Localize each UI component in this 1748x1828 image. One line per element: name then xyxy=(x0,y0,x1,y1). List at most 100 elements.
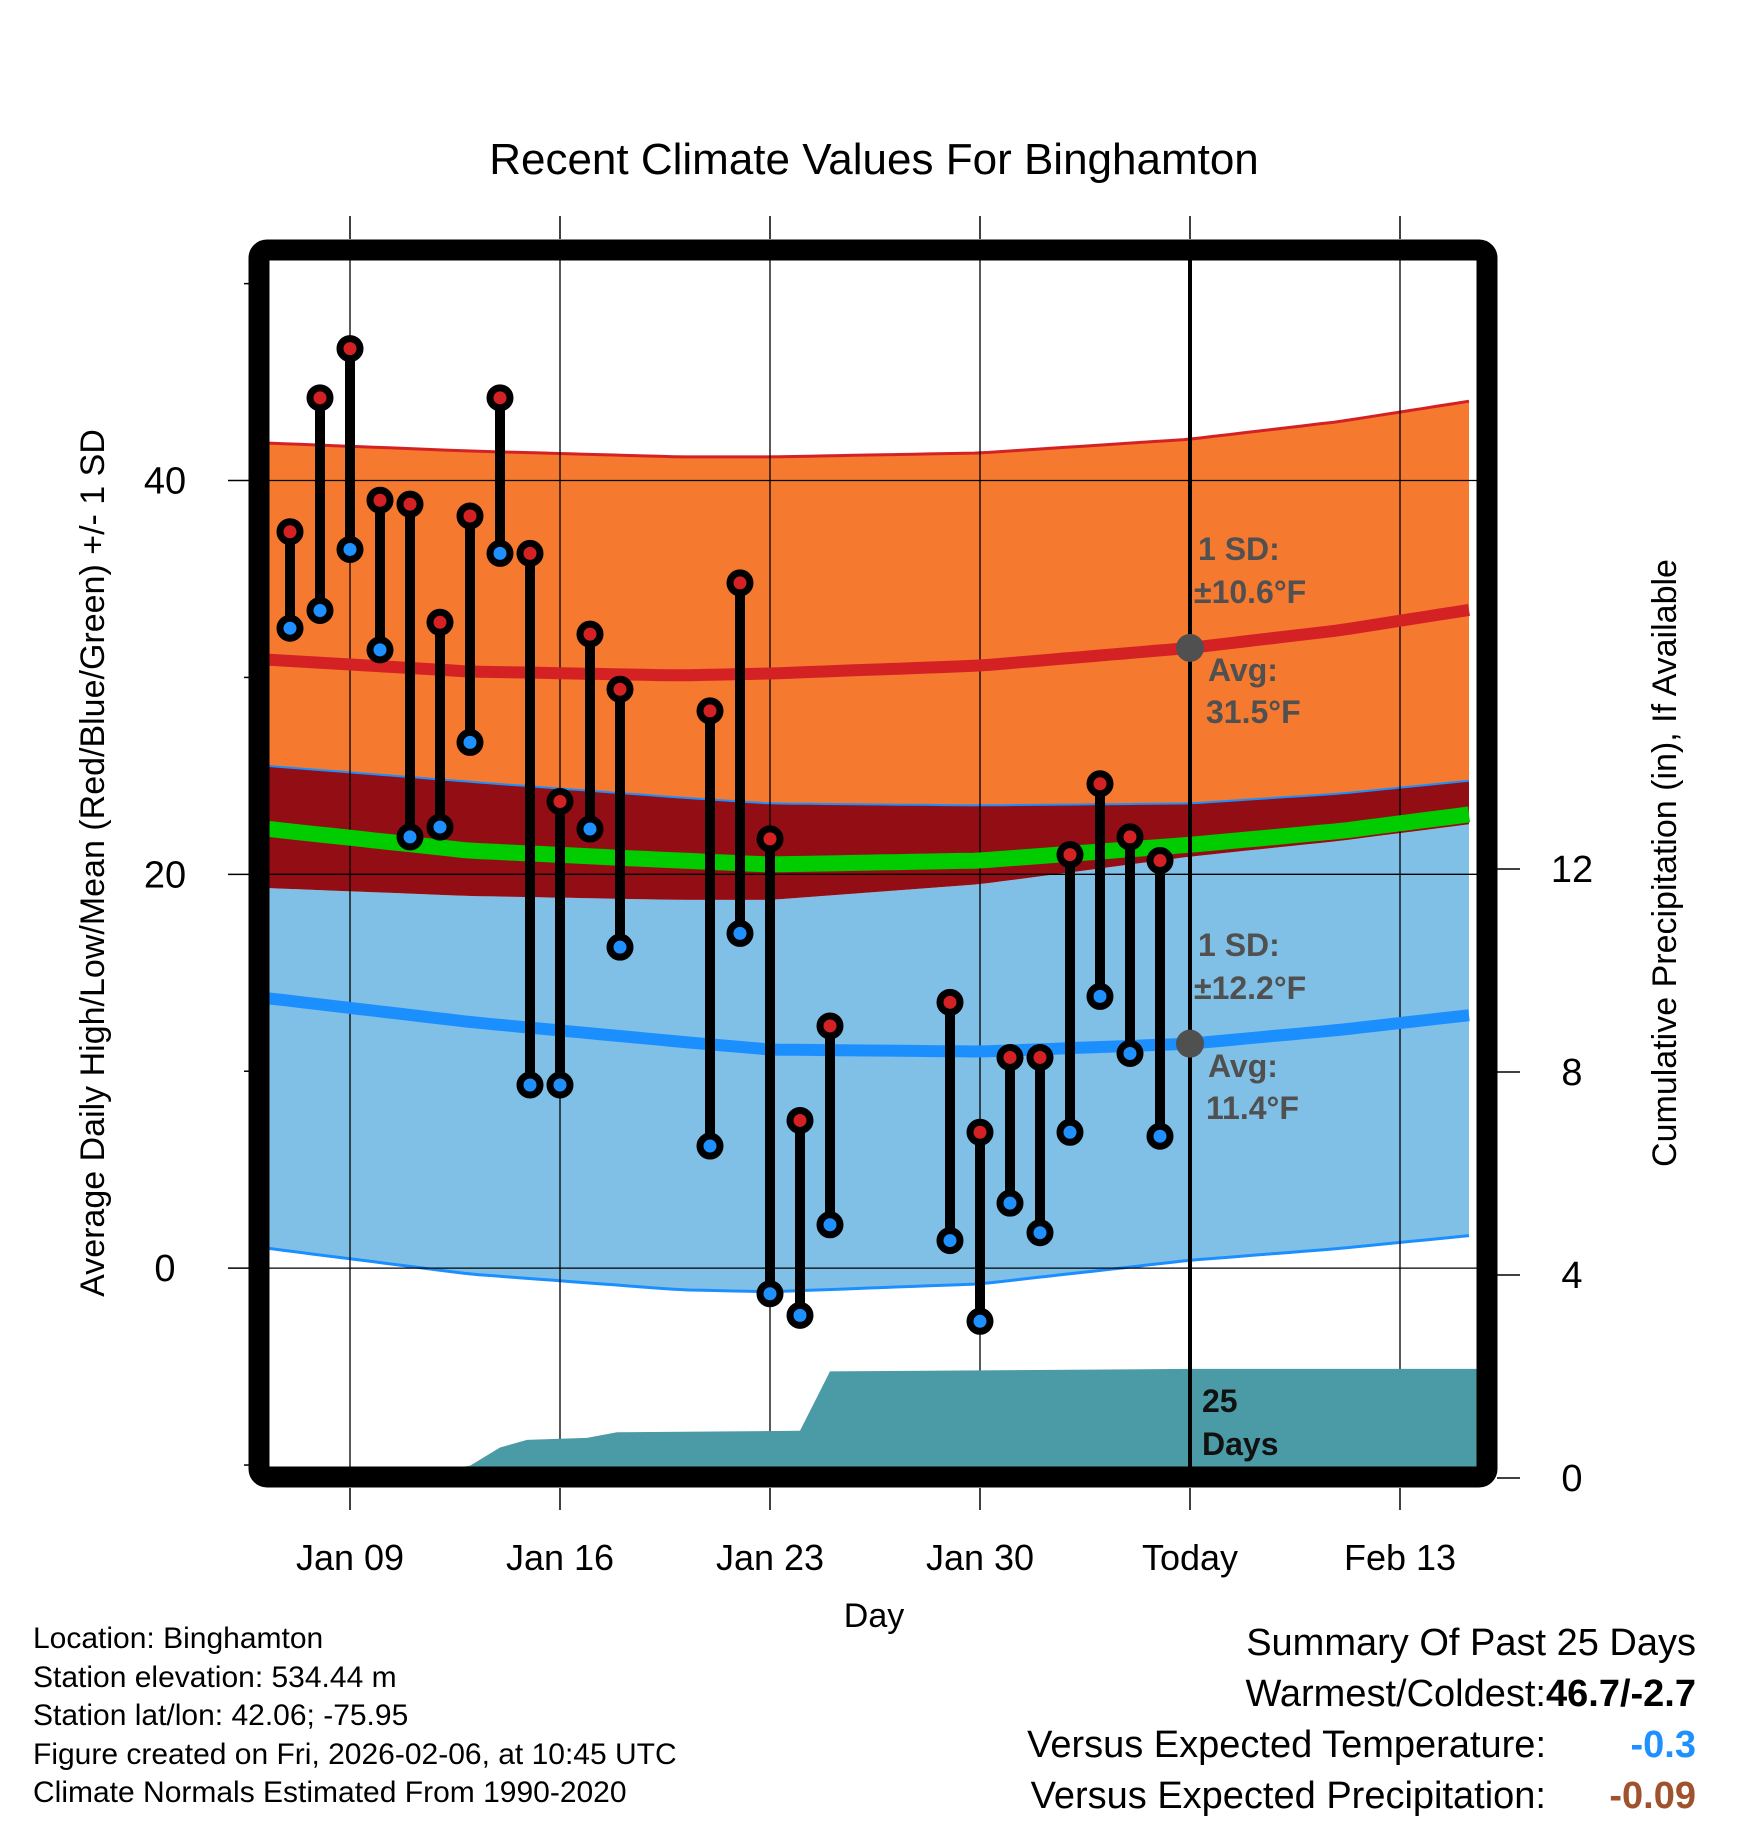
y-tick-label: 0 xyxy=(154,1248,175,1290)
elevation-text: Station elevation: 534.44 m xyxy=(33,1660,397,1694)
high-marker xyxy=(516,539,544,567)
x-axis-label: Day xyxy=(844,1597,904,1635)
low-marker xyxy=(996,1189,1024,1217)
precip-departure-label: Versus Expected Precipitation: xyxy=(1030,1775,1546,1817)
high-marker xyxy=(456,502,484,530)
high-marker xyxy=(786,1106,814,1134)
low-sd-label: 1 SD: xyxy=(1198,927,1280,963)
observations xyxy=(276,335,1174,1335)
observation-jan-13 xyxy=(456,502,484,756)
low-sd-band xyxy=(269,824,1469,1292)
low-marker xyxy=(696,1132,724,1160)
high-sd-value: ±10.6°F xyxy=(1194,574,1306,610)
low-marker xyxy=(486,539,514,567)
high-avg-value: 31.5°F xyxy=(1206,694,1301,730)
low-marker xyxy=(786,1301,814,1329)
high-marker xyxy=(576,620,604,648)
low-marker xyxy=(1086,982,1114,1010)
observation-jan-11 xyxy=(396,490,424,851)
high-marker xyxy=(486,384,514,412)
high-marker xyxy=(366,486,394,514)
observation-jan-09 xyxy=(336,335,364,563)
low-avg-value: 11.4°F xyxy=(1206,1090,1299,1126)
low-marker xyxy=(306,596,334,624)
low-marker xyxy=(336,535,364,563)
x-tick-label: Jan 16 xyxy=(506,1537,614,1578)
high-marker xyxy=(816,1012,844,1040)
high-marker xyxy=(546,787,574,815)
low-marker xyxy=(756,1280,784,1308)
summary-panel: Summary Of Past 25 Days Warmest/Coldest:… xyxy=(1027,1618,1696,1822)
normal-mean-line xyxy=(269,806,1471,873)
observation-jan-14 xyxy=(486,384,514,567)
observation-jan-18 xyxy=(606,675,634,961)
precip-departure-value: -0.09 xyxy=(1609,1775,1696,1817)
y-axis-right-label: Cumulative Precipitation (in), If Availa… xyxy=(1646,559,1684,1167)
days-label: Days xyxy=(1202,1426,1279,1462)
high-avg-marker xyxy=(1176,633,1204,662)
summary-row-extremes: Warmest/Coldest: 46.7/-2.7 xyxy=(1027,1669,1696,1720)
low-marker xyxy=(456,728,484,756)
low-marker xyxy=(426,813,454,841)
low-marker xyxy=(966,1307,994,1335)
observation-jan-21 xyxy=(696,697,724,1160)
low-marker xyxy=(546,1071,574,1099)
high-marker xyxy=(426,608,454,636)
low-marker xyxy=(606,933,634,961)
y-right-tick-label: 0 xyxy=(1561,1458,1582,1500)
high-marker xyxy=(606,675,634,703)
latlon-text: Station lat/lon: 42.06; -75.95 xyxy=(33,1699,409,1732)
precip-cumulative-area xyxy=(460,1368,1478,1467)
annotations: 1 SD: ±10.6°F Avg: 31.5°F 1 SD: ±12.2°F Avg: 11… xyxy=(1176,531,1306,1462)
low-minus-sd-edge xyxy=(269,1234,1470,1294)
observation-jan-29 xyxy=(936,988,964,1255)
low-marker xyxy=(936,1227,964,1255)
low-marker xyxy=(726,919,754,947)
normals-text: Climate Normals Estimated From 1990-2020 xyxy=(33,1776,627,1809)
observation-jan-30 xyxy=(966,1118,994,1335)
observation-jan-22 xyxy=(726,569,754,947)
temp-departure-label: Versus Expected Temperature: xyxy=(1027,1724,1546,1766)
high-marker xyxy=(696,697,724,725)
high-marker xyxy=(396,490,424,518)
y-right-tick-label: 8 xyxy=(1561,1052,1582,1094)
low-avg-marker xyxy=(1176,1029,1204,1058)
precipitation-area xyxy=(460,1368,1478,1467)
location-text: Location: Binghamton xyxy=(33,1622,324,1655)
chart-title: Recent Climate Values For Binghamton xyxy=(489,135,1259,184)
high-marker xyxy=(996,1043,1024,1071)
normals-bands xyxy=(269,399,1470,1294)
high-marker xyxy=(306,384,334,412)
y-right-tick-label: 4 xyxy=(1561,1255,1582,1297)
summary-row-precip: Versus Expected Precipitation: -0.09 xyxy=(1027,1771,1696,1822)
high-marker xyxy=(936,988,964,1016)
high-marker xyxy=(1086,770,1114,798)
plot-frame xyxy=(248,239,1498,1488)
high-sd-label: 1 SD: xyxy=(1198,531,1280,567)
observation-jan-24 xyxy=(786,1106,814,1329)
normal-low-line xyxy=(269,992,1470,1058)
summary-title: Summary Of Past 25 Days xyxy=(1246,1622,1696,1664)
observation-jan-15 xyxy=(516,539,544,1099)
high-marker xyxy=(1056,841,1084,869)
low-marker xyxy=(1026,1219,1054,1247)
days-count: 25 xyxy=(1202,1383,1238,1419)
high-marker xyxy=(1146,847,1174,875)
low-marker xyxy=(516,1071,544,1099)
temp-departure-value: -0.3 xyxy=(1630,1724,1696,1766)
summary-row-temp: Versus Expected Temperature: -0.3 xyxy=(1027,1720,1696,1771)
y-axis-label: Average Daily High/Low/Mean (Red/Blue/Gr… xyxy=(74,429,112,1297)
observation-jan-17 xyxy=(576,620,604,843)
low-marker xyxy=(276,614,304,642)
axes: Jan 09 Jan 16 Jan 23 Jan 30 Today Feb 1302040… xyxy=(144,216,1593,1578)
observation-feb-01 xyxy=(1026,1043,1054,1247)
x-tick-label: Feb 13 xyxy=(1344,1537,1456,1578)
low-sd-value: ±12.2°F xyxy=(1194,970,1306,1006)
extremes-label: Warmest/Coldest: xyxy=(1245,1673,1546,1715)
high-marker xyxy=(1116,823,1144,851)
high-sd-band xyxy=(269,401,1469,806)
low-marker xyxy=(576,815,604,843)
observation-jan-25 xyxy=(816,1012,844,1239)
observation-jan-31 xyxy=(996,1043,1024,1217)
high-marker xyxy=(1026,1043,1054,1071)
